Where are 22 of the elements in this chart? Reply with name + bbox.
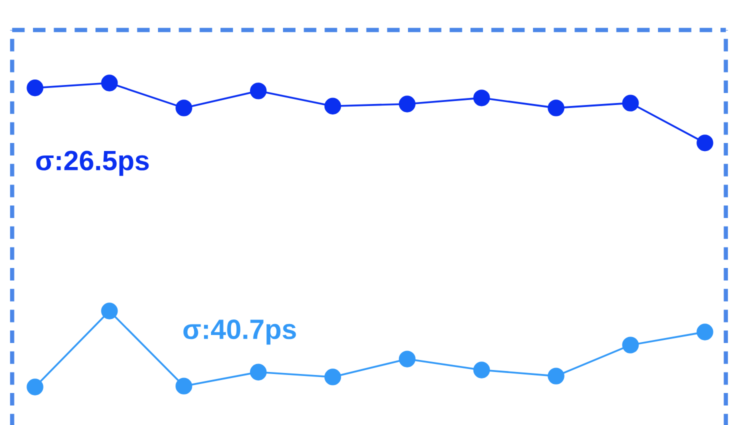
point <box>26 80 44 96</box>
point <box>324 98 342 114</box>
point <box>101 74 118 92</box>
point <box>622 94 639 112</box>
point <box>696 324 714 340</box>
point <box>101 302 118 320</box>
annotation: σ:26.5ps <box>36 150 149 176</box>
point <box>250 364 267 380</box>
annotation: σ:40.7ps <box>183 319 296 345</box>
point <box>324 368 342 386</box>
point <box>548 368 564 384</box>
point <box>176 100 192 116</box>
point <box>622 336 639 354</box>
point <box>696 134 714 152</box>
point <box>176 378 192 394</box>
point <box>26 378 44 396</box>
point <box>398 96 416 112</box>
point <box>548 100 564 116</box>
point <box>398 350 416 368</box>
point <box>473 362 490 378</box>
point <box>250 82 267 100</box>
point <box>473 90 490 106</box>
